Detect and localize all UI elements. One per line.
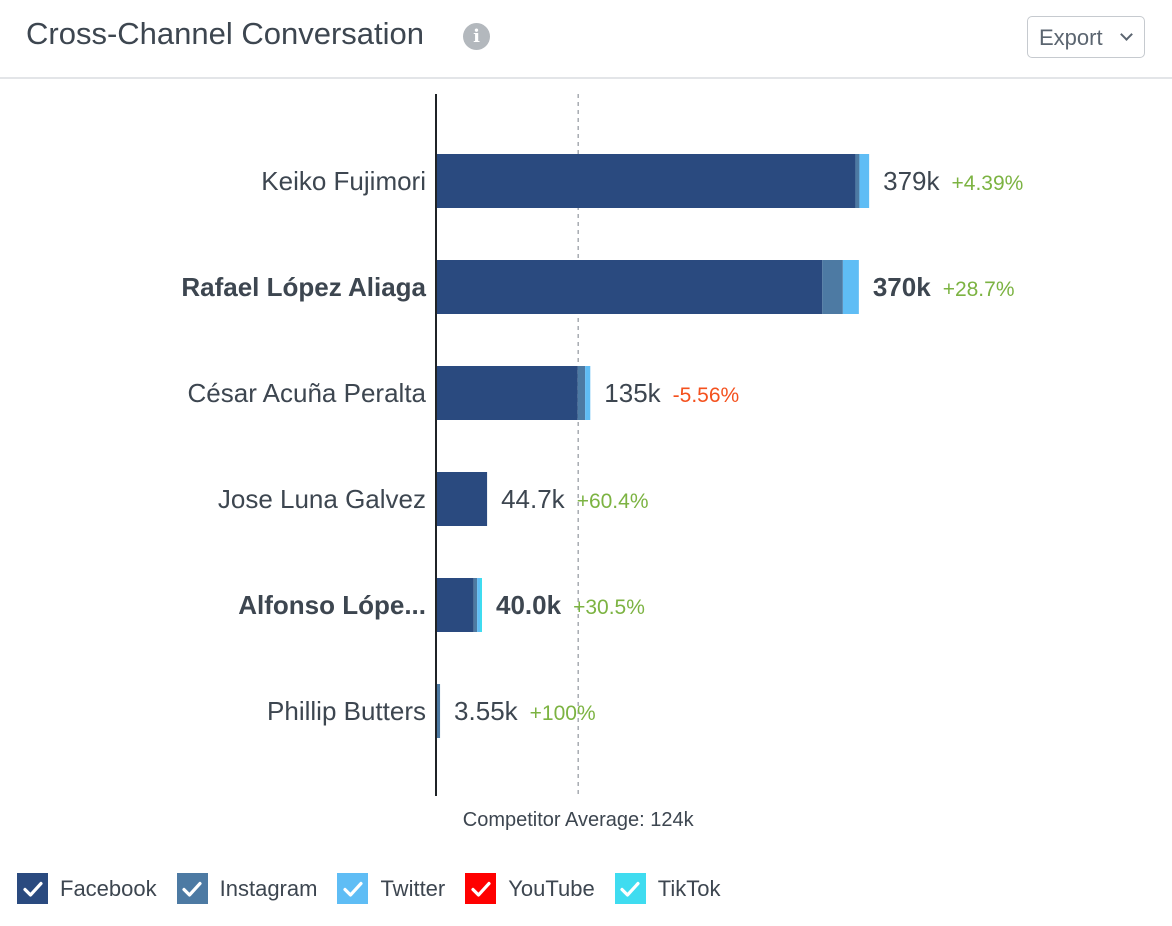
checkbox-icon[interactable] [465,873,497,904]
bar-segment-instagram[interactable] [473,578,478,632]
legend-item-tiktok[interactable]: TikTok [614,873,721,904]
bar-segment-tiktok[interactable] [480,578,482,632]
change-percent-label: +4.39% [952,172,1024,195]
legend-item-youtube[interactable]: YouTube [465,873,595,904]
bar-segment-twitter[interactable] [842,260,859,314]
category-label[interactable]: Jose Luna Galvez [218,484,426,514]
bar-segment-instagram[interactable] [822,260,843,314]
legend-item-instagram[interactable]: Instagram [176,873,318,904]
chart-header: Cross-Channel Conversation i Export [0,0,1172,79]
competitor-average-label: Competitor Average: 124k [463,809,695,831]
total-value-label: 44.7k [501,484,566,514]
category-label[interactable]: Keiko Fujimori [261,166,426,196]
bar-segment-facebook[interactable] [436,472,488,526]
chart-legend: Facebook Instagram Twitter YouTube TikTok [17,873,740,907]
checkbox-icon[interactable] [176,873,208,904]
total-value-label: 135k [604,378,661,408]
chart-title: Cross-Channel Conversation [26,16,425,51]
legend-label: YouTube [508,875,595,901]
category-label[interactable]: César Acuña Peralta [188,378,427,408]
change-percent-label: +30.5% [573,596,645,619]
bar-segment-instagram[interactable] [436,684,441,738]
info-icon[interactable]: i [463,23,490,50]
bar-segment-twitter[interactable] [477,578,480,632]
checkbox-icon[interactable] [337,873,369,904]
category-label[interactable]: Rafael López Aliaga [181,272,426,302]
legend-item-twitter[interactable]: Twitter [337,873,445,904]
total-value-label: 40.0k [496,590,562,620]
bar-segment-instagram[interactable] [855,154,860,208]
change-percent-label: +100% [530,702,596,725]
legend-label: Instagram [219,875,318,901]
legend-label: TikTok [657,875,721,901]
bar-segment-facebook[interactable] [436,154,856,208]
bar-segment-twitter[interactable] [859,154,870,208]
bar-segment-facebook[interactable] [436,366,578,420]
legend-label: Twitter [380,875,446,901]
category-label[interactable]: Phillip Butters [267,696,426,726]
total-value-label: 370k [873,272,931,302]
bar-segment-instagram[interactable] [577,366,586,420]
total-value-label: 379k [883,166,940,196]
change-percent-label: +28.7% [943,278,1015,301]
checkbox-icon[interactable] [614,873,646,904]
change-percent-label: +60.4% [577,490,649,513]
bar-segment-facebook[interactable] [436,578,474,632]
export-button[interactable]: Export [1027,16,1145,58]
change-percent-label: -5.56% [673,384,740,407]
bar-chart: Competitor Average: 124k Keiko Fujimori 37… [181,94,1024,831]
category-label[interactable]: Alfonso Lópe... [238,590,426,620]
legend-label: Facebook [60,875,157,901]
total-value-label: 3.55k [454,696,519,726]
checkbox-icon[interactable] [17,873,48,904]
bar-segment-twitter[interactable] [585,366,591,420]
bar-segment-facebook[interactable] [436,260,823,314]
legend-item-facebook[interactable]: Facebook [17,873,157,904]
export-button-label: Export [1039,25,1103,50]
